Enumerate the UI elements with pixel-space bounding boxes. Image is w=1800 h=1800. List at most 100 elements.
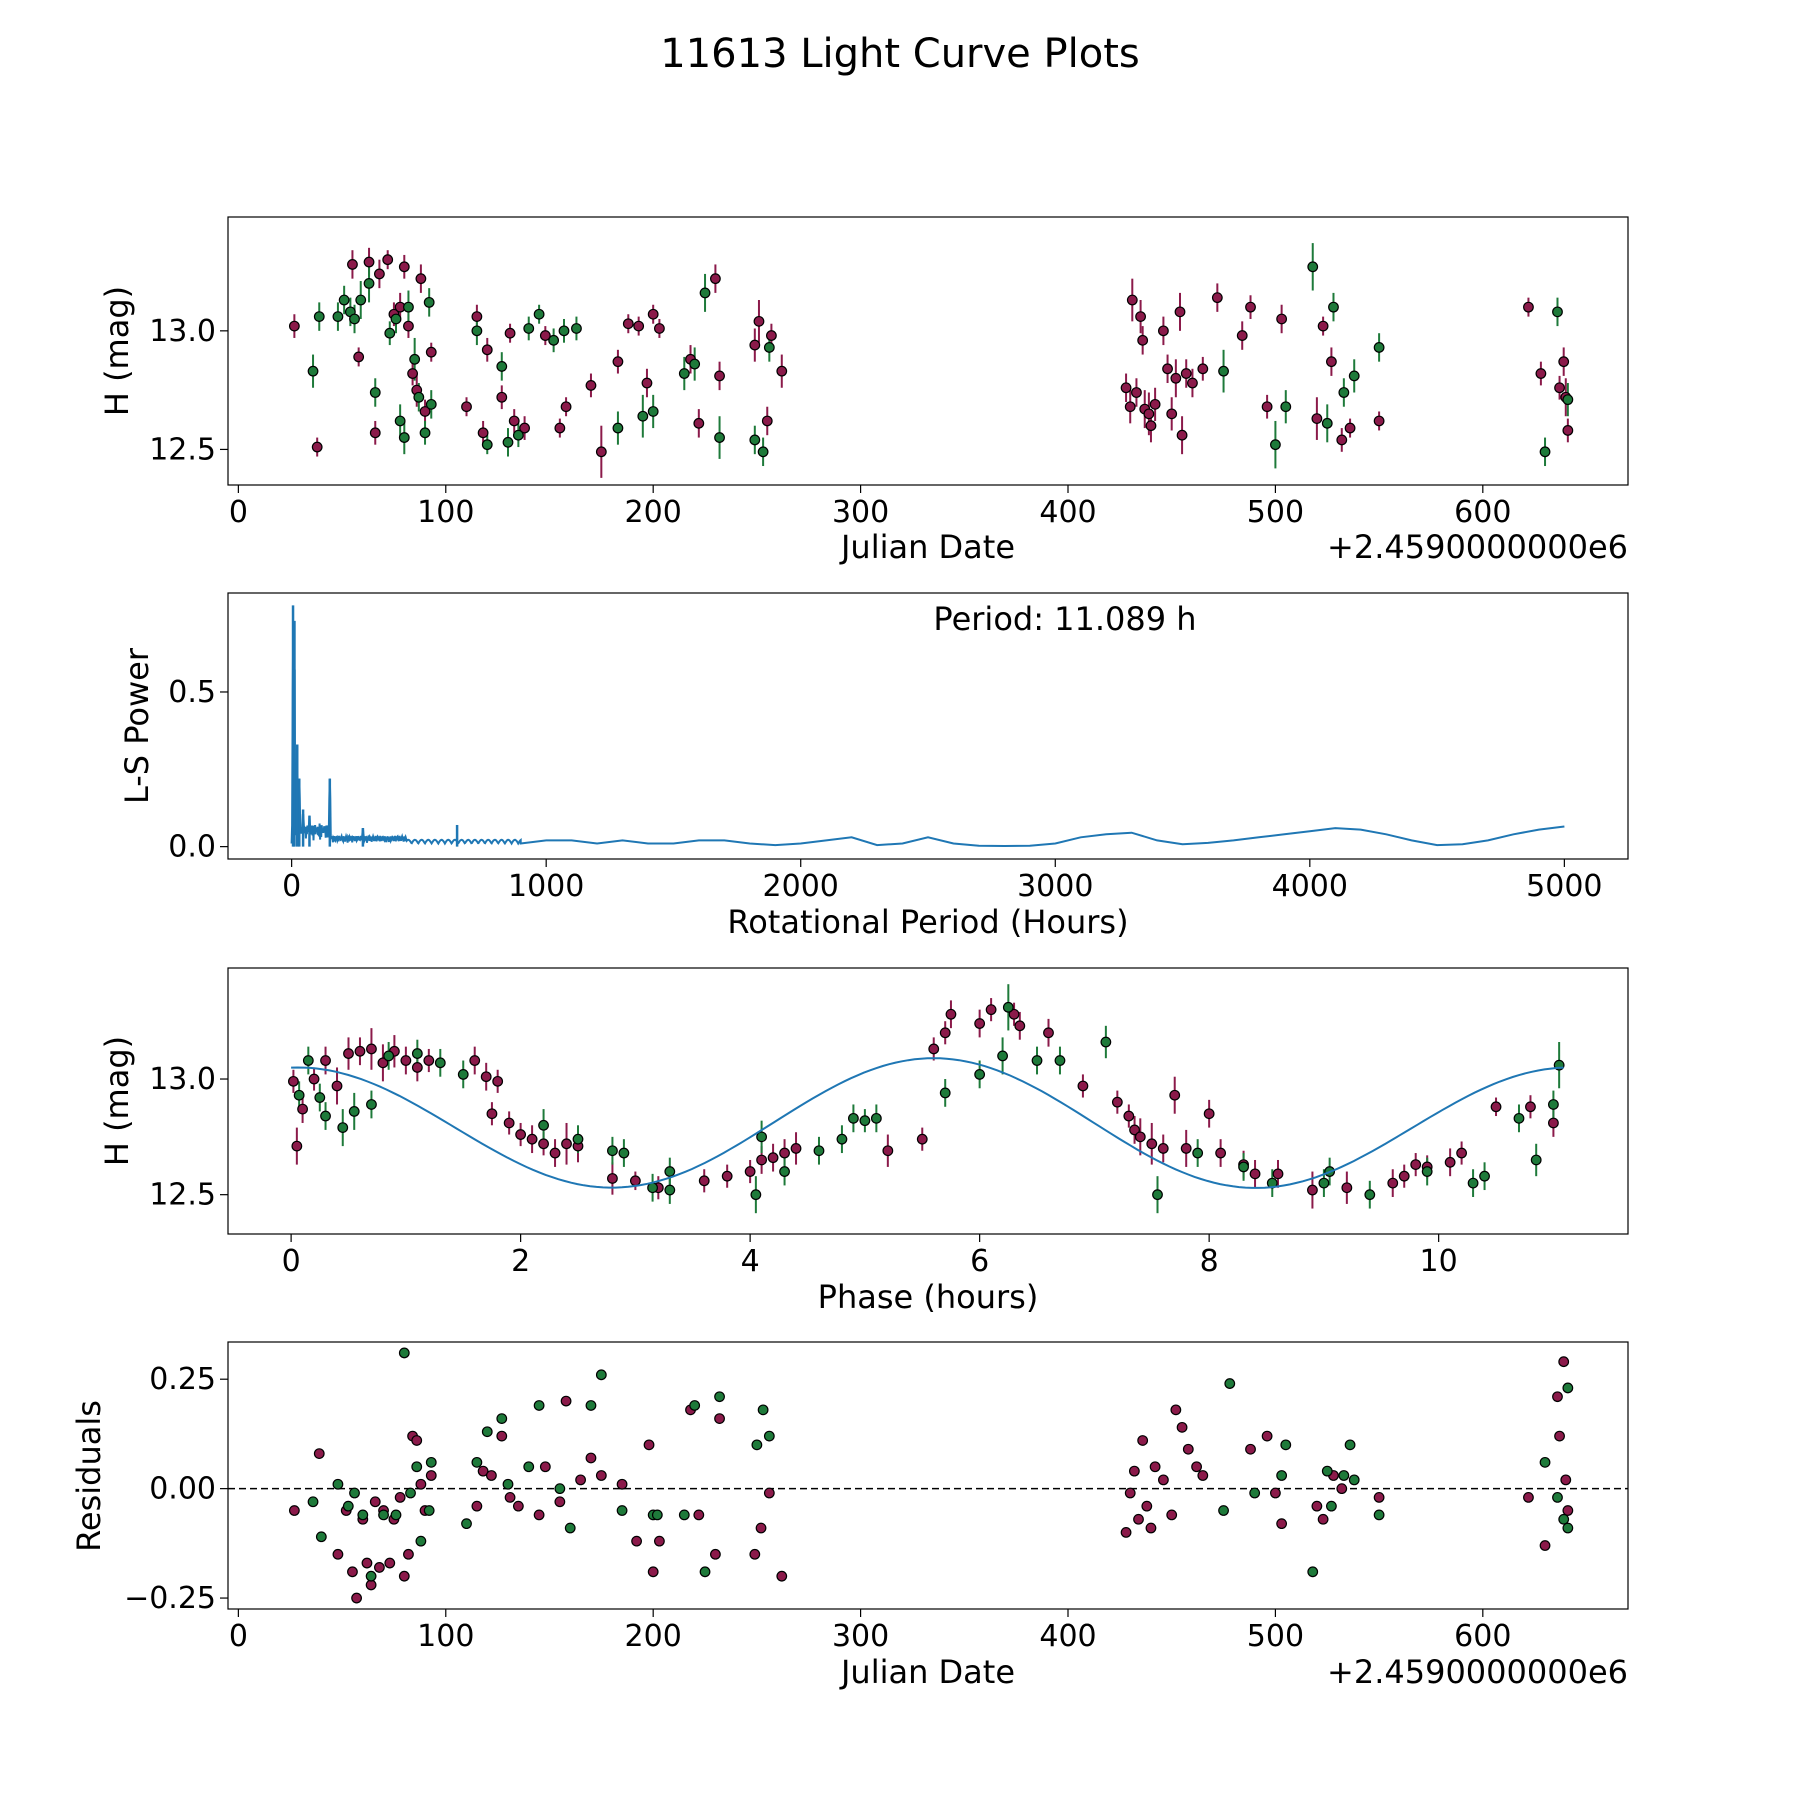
residuals-point [651, 1509, 663, 1521]
lightcurve-point [571, 323, 582, 334]
lightcurve-point [1187, 377, 1198, 389]
residuals-point [755, 1522, 767, 1534]
phased-point [337, 1122, 349, 1133]
residuals-point [1552, 1491, 1563, 1503]
periodogram-ytick-label: 0.0 [168, 830, 216, 865]
lightcurve-point [1135, 311, 1146, 323]
lightcurve-point [409, 353, 421, 365]
residuals-point [351, 1592, 362, 1604]
lightcurve-point [1558, 356, 1570, 368]
lightcurve-point [1562, 425, 1574, 436]
lightcurve-point [461, 401, 472, 413]
lightcurve-ytick-label: 13.0 [149, 314, 216, 349]
lightcurve-point [413, 391, 425, 403]
phased-xtick-label: 2 [511, 1244, 530, 1279]
residuals-point [751, 1439, 763, 1451]
residuals-xtick-label: 200 [625, 1619, 682, 1654]
residuals-point [585, 1400, 597, 1411]
lightcurve-point [763, 342, 775, 353]
phased-point [291, 1140, 303, 1152]
phased-point [1054, 1055, 1066, 1066]
lightcurve-point [1328, 301, 1339, 313]
lightcurve-point [761, 415, 773, 427]
lightcurve-point [714, 370, 725, 382]
phased-point [664, 1184, 676, 1196]
residuals-point [1562, 1505, 1574, 1516]
phased-point [1456, 1147, 1468, 1159]
residuals-point [477, 1465, 489, 1477]
phased-point [744, 1166, 756, 1177]
phased-point [1180, 1143, 1192, 1154]
phased-xtick-label: 6 [970, 1244, 989, 1279]
residuals-point [378, 1509, 389, 1521]
lightcurve-point [1562, 394, 1574, 406]
lightcurve-ylabel: H (mag) [98, 286, 136, 416]
residuals-point [1321, 1465, 1333, 1477]
phased-point [974, 1018, 986, 1029]
residuals-xlabel: Julian Date [839, 1653, 1015, 1691]
phased-point [423, 1055, 435, 1066]
lightcurve-point [1280, 401, 1292, 413]
phased-point [1479, 1170, 1490, 1182]
periodogram-line [290, 634, 1565, 848]
lightcurve-point [1218, 365, 1229, 377]
lightcurve-point [1270, 439, 1281, 451]
periodogram-marks [290, 605, 1565, 848]
residuals-point [502, 1478, 514, 1490]
residuals-point [693, 1509, 705, 1521]
phased-point [366, 1043, 377, 1055]
phased-point [526, 1133, 538, 1145]
residuals-point [678, 1509, 690, 1521]
phased-point [974, 1068, 986, 1080]
lightcurve-point [1162, 363, 1173, 375]
residuals-point [1373, 1491, 1385, 1503]
phased-point [1364, 1189, 1376, 1201]
lightcurve-point [757, 446, 769, 458]
lightcurve-point [363, 278, 375, 289]
phased-point [486, 1108, 498, 1120]
phased-ylabel: H (mag) [98, 1036, 136, 1166]
phased-point [997, 1050, 1008, 1062]
residuals-point [714, 1391, 725, 1403]
residuals-ytick-label: 0.00 [149, 1472, 216, 1507]
residuals-point [471, 1500, 483, 1512]
lightcurve-point [384, 327, 396, 339]
residuals-point [1558, 1356, 1570, 1368]
phased-point [383, 1050, 395, 1062]
phased-point [1467, 1177, 1479, 1189]
residuals-point [643, 1439, 655, 1451]
phased-point [1215, 1147, 1227, 1159]
residuals-point [1326, 1500, 1337, 1512]
residuals-point [369, 1496, 381, 1508]
residuals-point [390, 1509, 402, 1521]
phased-point [1410, 1159, 1422, 1171]
lightcurve-point [363, 256, 375, 268]
lightcurve-point [1554, 382, 1565, 394]
lightcurve-point [382, 254, 394, 266]
lightcurve-point [1149, 398, 1161, 410]
phased-point [1398, 1170, 1410, 1182]
residuals-point [288, 1505, 300, 1516]
lightcurve-point [1338, 387, 1350, 398]
phased-point [1421, 1166, 1433, 1177]
residuals-point [411, 1435, 423, 1446]
phased-point [859, 1115, 871, 1127]
phased-point [320, 1055, 331, 1066]
residuals-point [585, 1452, 597, 1464]
lightcurve-point [313, 311, 325, 323]
residuals-point [425, 1470, 437, 1481]
phased-point [492, 1075, 504, 1087]
phased-point [1548, 1099, 1559, 1110]
phased-point [698, 1175, 710, 1187]
lightcurve-point [353, 351, 365, 363]
lightcurve-xtick-label: 500 [1247, 495, 1304, 530]
lightcurve-point [349, 313, 360, 325]
lightcurve-point [1535, 368, 1547, 379]
lightcurve-point [1336, 434, 1348, 446]
phased-point [1031, 1055, 1043, 1066]
residuals-point [1141, 1500, 1153, 1512]
residuals-point [616, 1478, 628, 1490]
lightcurve-point [374, 268, 385, 280]
residuals-point [575, 1474, 586, 1486]
